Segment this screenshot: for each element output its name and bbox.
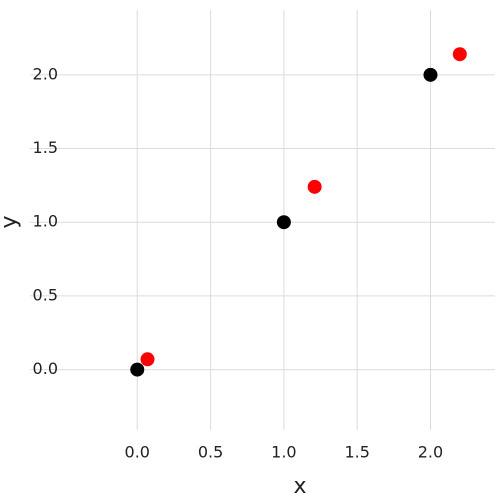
- point: [307, 179, 322, 194]
- point: [276, 215, 291, 230]
- y-tick-label: 2.0: [33, 64, 58, 83]
- x-tick-label: 2.0: [418, 443, 443, 462]
- x-tick-label: 1.0: [271, 443, 296, 462]
- point: [452, 47, 467, 62]
- x-tick-label: 0.5: [198, 443, 223, 462]
- x-axis-label: x: [293, 474, 306, 499]
- y-tick-label: 1.5: [33, 138, 58, 157]
- y-tick-label: 1.0: [33, 212, 58, 231]
- point: [140, 352, 155, 367]
- x-tick-label: 1.5: [344, 443, 369, 462]
- point: [423, 67, 438, 82]
- x-tick-label: 0.0: [125, 443, 150, 462]
- y-tick-label: 0.0: [33, 359, 58, 378]
- point: [130, 362, 145, 377]
- y-tick-label: 0.5: [33, 285, 58, 304]
- y-axis-label: y: [0, 215, 22, 228]
